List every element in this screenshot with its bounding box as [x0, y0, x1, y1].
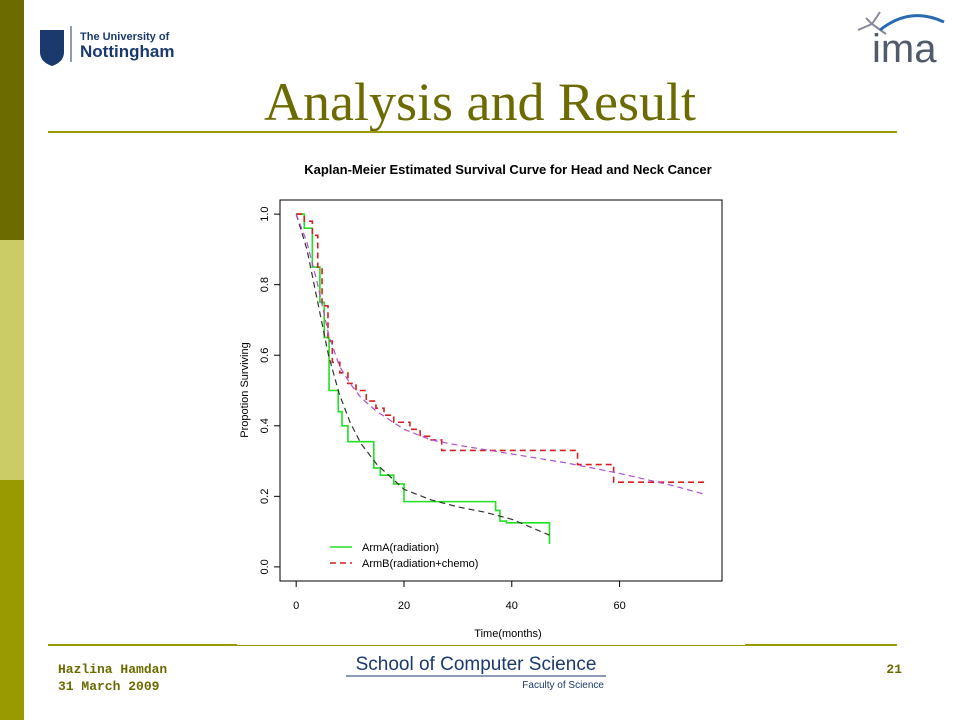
- side-bar: [0, 240, 24, 480]
- university-logo: The University of Nottingham: [40, 26, 174, 66]
- x-tick-label: 60: [613, 600, 625, 612]
- chart-background: [237, 148, 745, 645]
- slide-title: Analysis and Result: [264, 72, 696, 132]
- side-bar: [0, 0, 24, 240]
- x-axis-label: Time(months): [474, 628, 541, 640]
- survival-line: [296, 213, 708, 484]
- chart-title: Kaplan-Meier Estimated Survival Curve fo…: [304, 162, 711, 177]
- swoosh: [879, 14, 945, 32]
- y-tick-label: 0.0: [259, 559, 271, 574]
- y-tick-label: 0.4: [259, 418, 271, 433]
- x-tick-label: 20: [398, 600, 410, 612]
- crest: [40, 30, 64, 66]
- y-tick-label: 0.8: [259, 277, 271, 292]
- chart: Kaplan-Meier Estimated Survival Curve fo…: [239, 162, 723, 640]
- y-axis-label: Propotion Surviving: [239, 342, 251, 437]
- plot-frame: [279, 199, 723, 582]
- y-tick-label: 0.6: [259, 348, 271, 363]
- school: School of Computer Science: [356, 654, 597, 675]
- network-icon: [857, 11, 887, 35]
- faculty: Faculty of Science: [522, 680, 604, 691]
- y-tick-label: 0.2: [259, 489, 271, 504]
- survival-line: [295, 213, 550, 536]
- survival-line: [296, 213, 551, 544]
- logo-text: Nottingham: [80, 42, 174, 61]
- side-bar: [0, 480, 24, 720]
- survival-line: [295, 213, 706, 496]
- x-tick-label: 40: [506, 600, 518, 612]
- date: 31 March 2009: [58, 679, 160, 694]
- y-tick-label: 1.0: [259, 206, 271, 221]
- x-tick-label: 0: [293, 600, 299, 612]
- logo-text: ima: [872, 27, 937, 71]
- ima-logo: ima: [857, 11, 945, 71]
- author: Hazlina Hamdan: [58, 662, 167, 677]
- legend-label: ArmB(radiation+chemo): [362, 558, 478, 570]
- legend-label: ArmA(radiation): [362, 542, 439, 554]
- page-number: 21: [886, 662, 902, 677]
- logo-text: The University of: [80, 31, 170, 43]
